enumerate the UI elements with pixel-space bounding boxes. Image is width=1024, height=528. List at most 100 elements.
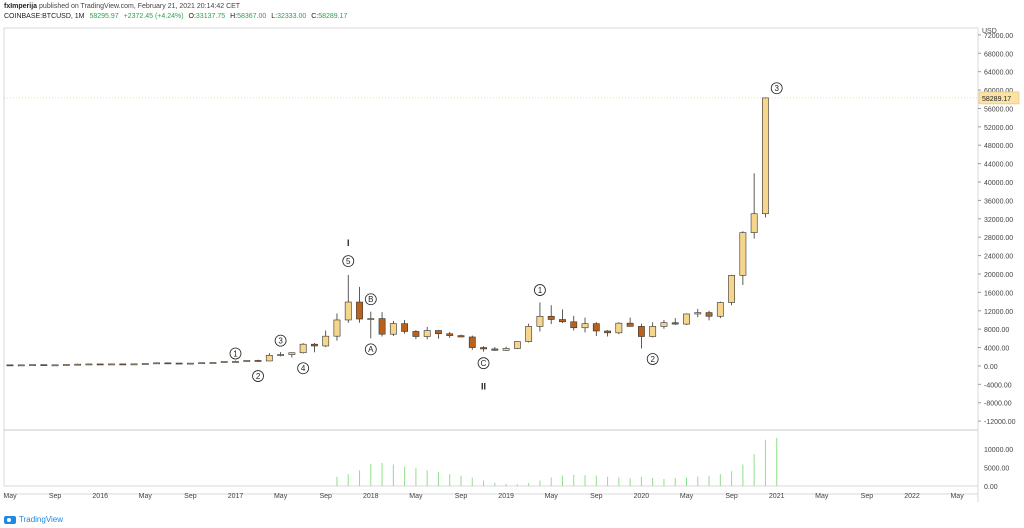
candle-body — [130, 363, 138, 366]
candle-body — [243, 360, 251, 362]
candle-body — [525, 326, 533, 342]
candle-body — [750, 213, 758, 233]
wave-label-circle — [770, 82, 783, 95]
price-tick-label: 52000.00 — [984, 125, 1013, 132]
wave-label: 3 — [278, 336, 283, 345]
high-value: 58367.00 — [237, 13, 267, 20]
candle-body — [536, 315, 544, 327]
price-tick-label: -12000.00 — [984, 419, 1016, 426]
wave-label: A — [368, 345, 374, 354]
candle-body — [559, 319, 566, 323]
time-tick-label: Sep — [725, 493, 738, 500]
publish-date: published on TradingView.com, February 2… — [39, 3, 241, 10]
candle-body — [265, 355, 273, 362]
wave-label-circle — [364, 343, 377, 356]
candle-body — [322, 335, 330, 347]
price-tick-label: 4000.00 — [984, 346, 1009, 353]
candle-body — [29, 364, 36, 366]
candle-body — [762, 97, 769, 215]
last-price-label: 58289.17 — [982, 96, 1011, 103]
candle-body — [412, 331, 420, 337]
wave-label-circle — [229, 347, 242, 360]
candle-body — [356, 301, 363, 320]
candle-body — [401, 323, 409, 332]
price-tick-label: 28000.00 — [984, 235, 1013, 242]
time-tick-label: 2021 — [769, 493, 785, 500]
candle-body — [175, 362, 183, 365]
candle-body — [705, 312, 713, 317]
candle-body — [592, 323, 600, 332]
candle-body — [17, 364, 25, 367]
candle-body — [626, 322, 634, 327]
candle-body — [435, 330, 442, 335]
price-tick-label: -8000.00 — [984, 401, 1012, 408]
low-value: 32333.00 — [277, 13, 307, 20]
wave-label-circle — [274, 334, 287, 347]
candle-body — [615, 322, 623, 334]
candle-body — [311, 343, 318, 347]
volume-tick-label: 5000.00 — [984, 465, 1009, 472]
time-tick-label: 2022 — [904, 493, 920, 500]
candle-body — [288, 352, 296, 355]
open-value: 33137.75 — [195, 13, 226, 20]
tradingview-logo[interactable]: TradingView — [4, 515, 63, 524]
high-label: H: — [230, 13, 238, 20]
candle-body — [581, 323, 589, 329]
wave-degree-label: II — [481, 382, 486, 392]
candle-body — [153, 362, 160, 365]
close-label: C: — [311, 13, 319, 20]
wave-label: 4 — [301, 364, 306, 373]
publish-info: fxImperija published on TradingView.com,… — [4, 3, 240, 10]
time-tick-label: Sep — [861, 493, 874, 500]
candle-body — [513, 341, 521, 349]
price-tick-label: 32000.00 — [984, 217, 1013, 224]
wave-label: B — [368, 295, 373, 304]
wave-label: 3 — [774, 84, 779, 93]
candle-body — [457, 335, 465, 338]
candle-body — [367, 318, 375, 320]
time-tick-label: May — [274, 493, 288, 500]
last-price-badge — [978, 91, 1020, 105]
candle-body — [468, 336, 476, 348]
candle-body — [108, 363, 115, 366]
price-tick-label: 72000.00 — [984, 33, 1013, 40]
time-tick-label: May — [3, 493, 17, 500]
candle-body — [637, 326, 645, 337]
time-tick-label: Sep — [590, 493, 603, 500]
candle-body — [344, 301, 352, 321]
price-tick-label: 24000.00 — [984, 254, 1013, 261]
candle-body — [6, 364, 14, 367]
time-tick-label: May — [950, 493, 964, 500]
btc-monthly-chart[interactable]: 72000.00 68000.00 64000.00 60000.00 56000.00… — [0, 24, 1024, 504]
symbol-label: COINBASE:BTCUSD, 1M — [4, 13, 85, 20]
time-tick-label: Sep — [49, 493, 62, 500]
wave-label-circle — [252, 370, 264, 382]
wave-label-circle — [297, 362, 310, 375]
price-tick-label: 36000.00 — [984, 198, 1013, 205]
time-tick-label: May — [680, 493, 694, 500]
wave-label: 2 — [650, 355, 655, 364]
candle-body — [502, 348, 510, 351]
price-tick-label: 68000.00 — [984, 51, 1013, 58]
time-tick-label: May — [545, 493, 559, 500]
candle-body — [480, 347, 487, 350]
open-label: O: — [188, 13, 196, 20]
candle-body — [423, 330, 431, 337]
candle-body — [683, 313, 690, 325]
time-tick-label: 2018 — [363, 493, 379, 500]
author-name[interactable]: fxImperija — [4, 3, 38, 10]
wave-label: 2 — [256, 372, 261, 381]
candle-body — [604, 330, 611, 334]
candle-body — [547, 315, 555, 320]
candle-body — [164, 362, 172, 365]
candle-body — [660, 322, 668, 327]
time-tick-label: Sep — [319, 493, 332, 500]
price-tick-label: 0.00 — [984, 364, 998, 371]
candle-body — [232, 361, 239, 363]
candle-body — [649, 326, 657, 337]
price-tick-label: 48000.00 — [984, 143, 1013, 150]
candle-body — [209, 362, 217, 364]
price-tick-label: 12000.00 — [984, 309, 1013, 316]
symbol-info-line: COINBASE:BTCUSD, 1M 58295.97 +2372.45 (+… — [4, 13, 350, 20]
candle-body — [378, 318, 386, 335]
